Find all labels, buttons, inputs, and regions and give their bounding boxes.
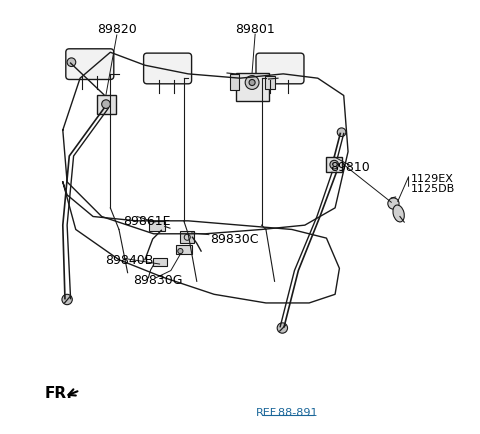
Circle shape	[62, 295, 72, 305]
Bar	[326, 158, 342, 173]
Circle shape	[337, 128, 346, 137]
Circle shape	[102, 101, 110, 109]
Text: 89830C: 89830C	[210, 232, 258, 245]
Text: 89840B: 89840B	[106, 253, 154, 266]
Circle shape	[178, 249, 183, 254]
Circle shape	[388, 198, 399, 210]
Bar	[176, 246, 192, 254]
Text: FR.: FR.	[45, 385, 72, 401]
FancyBboxPatch shape	[256, 54, 304, 85]
FancyBboxPatch shape	[66, 49, 114, 80]
Text: 89810: 89810	[330, 161, 370, 174]
Bar	[265, 77, 275, 89]
Bar	[96, 96, 116, 115]
Text: REF.88-891: REF.88-891	[256, 407, 319, 417]
Bar	[180, 232, 194, 244]
Bar	[153, 258, 167, 266]
Circle shape	[330, 161, 338, 170]
Circle shape	[67, 59, 76, 67]
Circle shape	[277, 323, 288, 333]
FancyBboxPatch shape	[144, 54, 192, 85]
Bar	[236, 73, 268, 102]
Text: 1129EX: 1129EX	[411, 173, 454, 183]
Text: 89801: 89801	[235, 23, 275, 36]
Text: 89820: 89820	[97, 23, 137, 36]
Text: 1125DB: 1125DB	[411, 183, 455, 193]
Text: 89830G: 89830G	[133, 273, 182, 286]
Bar	[149, 222, 165, 231]
Circle shape	[245, 76, 259, 90]
Text: 89861E: 89861E	[123, 215, 171, 228]
Ellipse shape	[393, 206, 404, 223]
Circle shape	[249, 80, 255, 86]
Bar	[229, 75, 239, 91]
